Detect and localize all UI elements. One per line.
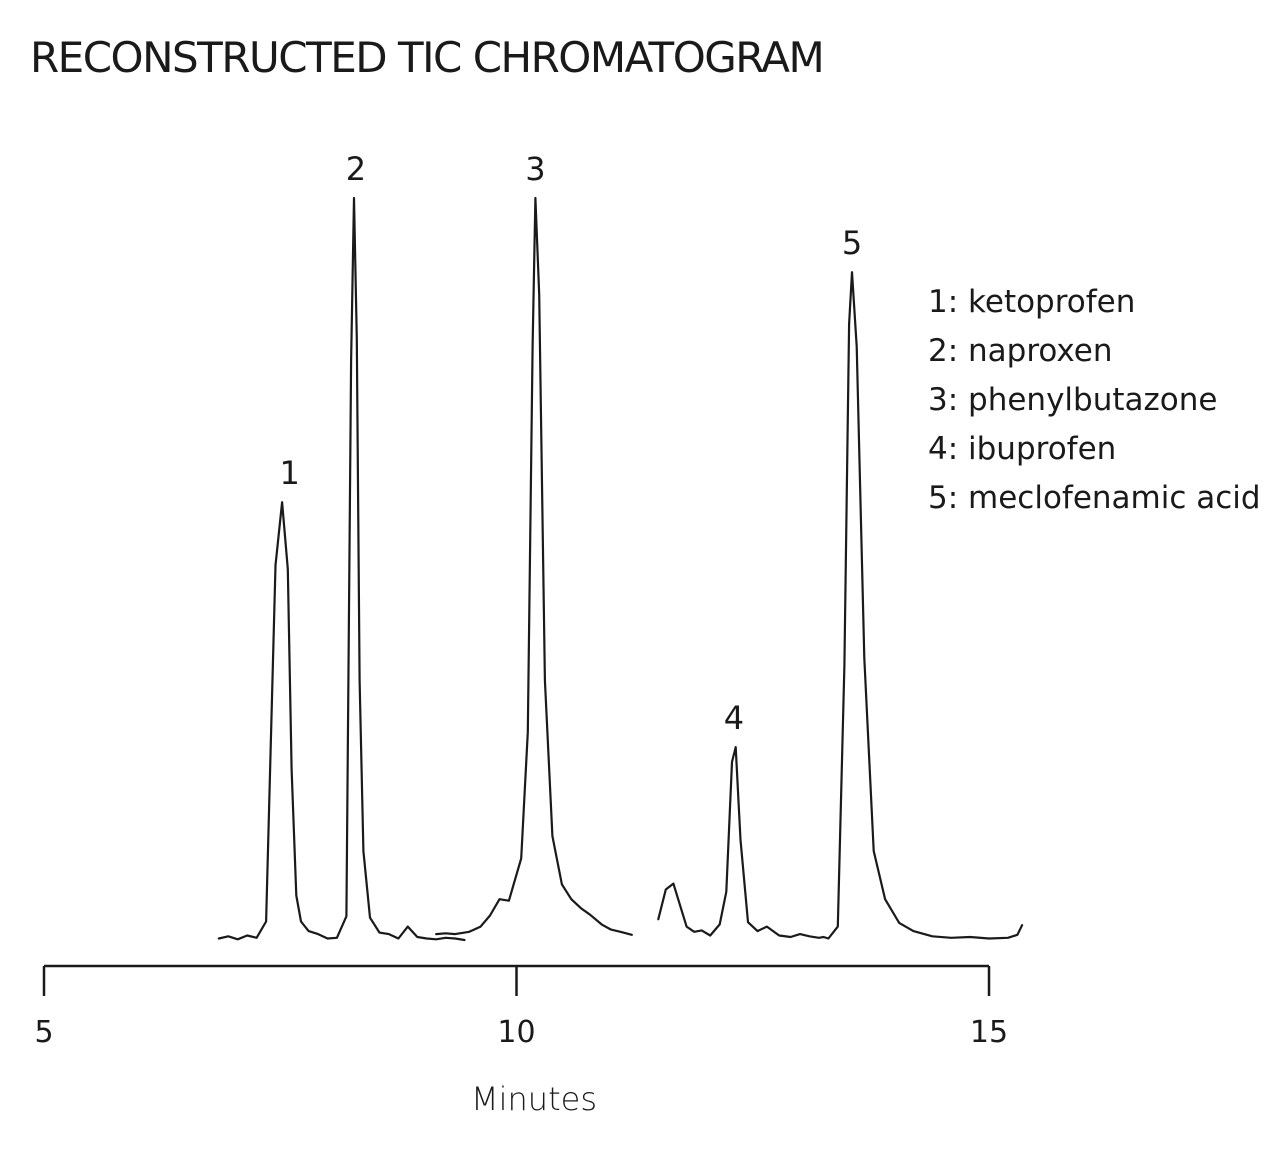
- x-tick-label-5: 5: [34, 1015, 53, 1050]
- legend-entry-4: 4: ibuprofen: [928, 431, 1116, 467]
- peak-label-4: 4: [724, 699, 744, 737]
- x-axis-label: Minutes: [471, 1080, 597, 1118]
- peak-label-3: 3: [525, 150, 545, 188]
- peak-label-1: 1: [280, 454, 300, 492]
- chart-title: RECONSTRUCTED TIC CHROMATOGRAM: [30, 33, 823, 82]
- legend-entry-3: 3: phenylbutazone: [928, 382, 1217, 418]
- x-tick-label-10: 10: [497, 1015, 535, 1050]
- x-tick-group: 5 10 15: [34, 966, 1008, 1050]
- trace-segment-2: [435, 196, 633, 936]
- peak-label-2: 2: [346, 150, 366, 188]
- trace-segment-1: [217, 196, 466, 942]
- legend-entry-5: 5: meclofenamic acid: [928, 480, 1261, 516]
- legend-entry-1: 1: ketoprofen: [928, 284, 1135, 320]
- trace-group: [217, 196, 1024, 942]
- peak-label-group: 1 2 3 4 5: [280, 150, 863, 737]
- x-tick-label-15: 15: [970, 1015, 1008, 1050]
- legend-entry-2: 2: naproxen: [928, 333, 1113, 369]
- peak-label-5: 5: [842, 224, 862, 262]
- legend: 1: ketoprofen 2: naproxen 3: phenylbutazon…: [928, 284, 1261, 516]
- x-axis: 5 10 15: [34, 964, 1008, 1050]
- trace-segment-3: [657, 271, 1024, 940]
